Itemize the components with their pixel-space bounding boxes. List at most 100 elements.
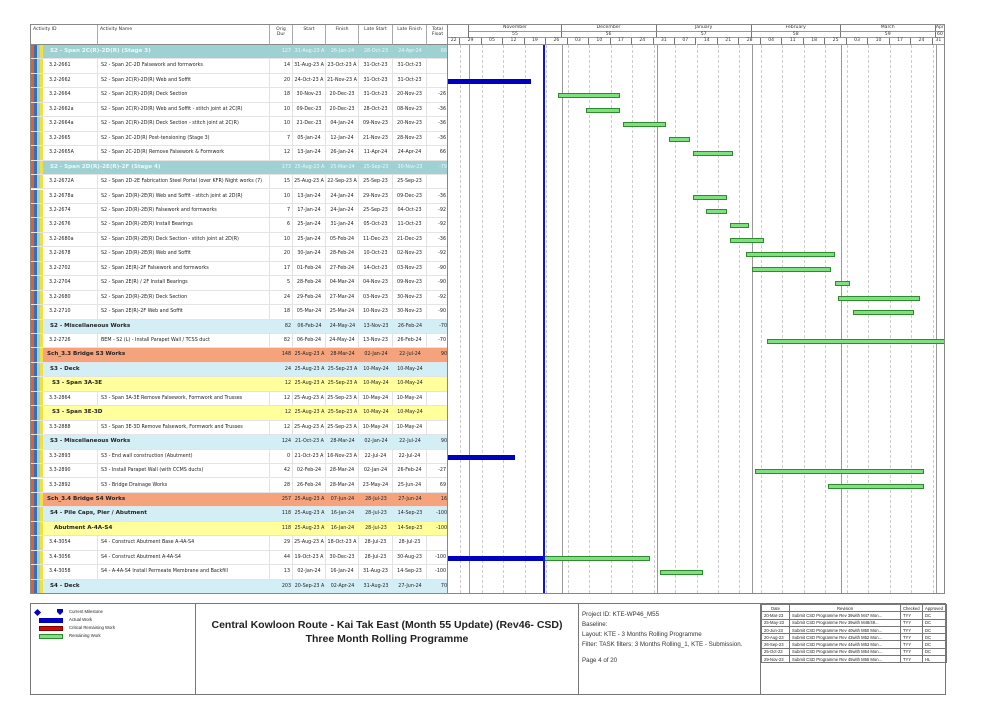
remaining-work-bar[interactable] bbox=[668, 136, 691, 142]
cell-name: S3 - Span 3A-3E bbox=[52, 380, 103, 387]
remaining-work-bar[interactable] bbox=[754, 469, 924, 475]
rev-header-date: Date bbox=[761, 603, 790, 613]
cell-name: S4 - Deck bbox=[50, 582, 80, 589]
table-row[interactable]: 3.2-2664 S2 - Span 2C(R)-2D(R) Deck Secti… bbox=[31, 88, 447, 103]
remaining-work-bar[interactable] bbox=[751, 266, 832, 272]
remaining-work-bar[interactable] bbox=[828, 483, 924, 489]
table-row[interactable]: 3.2-2704 S2 - Span 2E(R) / 2F Install Bea… bbox=[31, 276, 447, 291]
wbs-level-stripe bbox=[34, 464, 37, 478]
col-header-activity-name[interactable]: Activity Name bbox=[98, 25, 270, 45]
wbs-row[interactable]: Sch_3.3 Bridge S3 Works 148 25-Aug-23 A 28-… bbox=[31, 348, 447, 363]
col-header-activity-id[interactable]: Activity ID bbox=[31, 25, 98, 45]
cell-name: S2 - Span 2E(R)-2F Web and Soffit bbox=[98, 305, 270, 319]
remaining-work-bar[interactable] bbox=[659, 570, 703, 576]
cell-dur: 118 bbox=[281, 525, 291, 531]
remaining-work-bar[interactable] bbox=[852, 310, 915, 316]
wbs-level-stripe bbox=[31, 45, 34, 59]
col-header-late-start[interactable]: Late Start bbox=[359, 25, 393, 45]
table-row[interactable]: 3.3-2864 S3 - Span 3A-3E Remove Falsework… bbox=[31, 391, 447, 407]
wbs-row[interactable]: Sch_3.4 Bridge S4 Works 257 25-Aug-23 A 07-… bbox=[31, 492, 447, 508]
remaining-work-bar[interactable] bbox=[586, 107, 620, 113]
remaining-work-bar[interactable] bbox=[705, 208, 728, 214]
table-row[interactable]: 3.2-2678a S2 - Span 2D(R)-2E(R) Web and S… bbox=[31, 189, 447, 204]
remaining-work-bar[interactable] bbox=[730, 223, 749, 229]
wbs-row[interactable]: S3 - Span 3A-3E 12 25-Aug-23 A 25-Sep-23 A 1… bbox=[31, 377, 447, 392]
remaining-work-bar[interactable] bbox=[745, 252, 835, 258]
remaining-work-bar[interactable] bbox=[558, 93, 620, 99]
table-row[interactable]: 3.2-2672A S2 - Span 2D-2E Fabrication Ste… bbox=[31, 175, 447, 190]
cell-finish: 25-Sep-23 A bbox=[327, 381, 358, 387]
remaining-work-bar[interactable] bbox=[543, 555, 651, 561]
table-row[interactable]: 3.2-2726 BEM - S2 (L) - Install Parapet W… bbox=[31, 334, 447, 349]
table-row[interactable]: 3.2-2662a S2 - Span 2C(R)-2D(R) Web and S… bbox=[31, 102, 447, 118]
table-row[interactable]: 3.2-2674 S2 - Span 2D(R)-2E(R) Falsework … bbox=[31, 203, 447, 219]
table-row[interactable]: 3.2-2661 S2 - Span 2C-2D Falsework and fo… bbox=[31, 59, 447, 74]
cell-dur: 18 bbox=[270, 88, 293, 102]
remaining-work-bar[interactable] bbox=[834, 281, 850, 287]
remaining-work-bar[interactable] bbox=[622, 122, 666, 128]
table-row[interactable]: 3.4-3054 S4 - Construct Abutment Base A-4… bbox=[31, 536, 447, 551]
actual-work-bar[interactable] bbox=[448, 78, 531, 84]
remaining-work-bar[interactable] bbox=[730, 237, 764, 243]
table-row[interactable]: 3.2-2662 S2 - Span 2C(R)-2D(R) Web and So… bbox=[31, 73, 447, 89]
table-row[interactable]: 3.3-2893 S3 - End wall construction (Abut… bbox=[31, 449, 447, 465]
wbs-row[interactable]: S2 - Span 2C(R)-2D(R) (Stage 3) 127 31-Aug… bbox=[31, 45, 447, 60]
col-header-total-float[interactable]: Total Float bbox=[427, 25, 447, 45]
revision-checked: TYY bbox=[900, 655, 923, 664]
cell-id: 3.2-2710 bbox=[45, 305, 98, 319]
cell-id: 3.2-2664 bbox=[45, 88, 98, 102]
table-row[interactable]: 3.2-2664a S2 - Span 2C(R)-2D(R) Deck Sect… bbox=[31, 117, 447, 132]
wbs-row[interactable]: S2 - Miscellaneous Works 82 06-Feb-24 24-Ma… bbox=[31, 319, 447, 334]
wbs-level-stripe bbox=[34, 218, 37, 232]
cell-finish: 25-Mar-24 bbox=[330, 164, 355, 170]
wbs-row[interactable]: Abutment A-4A-S4 118 25-Aug-23 A 16-Jan-24 2… bbox=[31, 521, 447, 537]
col-header-finish[interactable]: Finish bbox=[326, 25, 359, 45]
table-row[interactable]: 3.3-2892 S3 - Bridge Drainage Works 28 26-F… bbox=[31, 478, 447, 493]
wbs-row[interactable]: S2 - Span 2D(R)-2E(R)-2F (Stage 4) 173 25-… bbox=[31, 160, 447, 176]
remaining-work-bar[interactable] bbox=[837, 295, 921, 301]
table-row[interactable]: 3.2-2678 S2 - Span 2D(R)-2E(R) Web and So… bbox=[31, 247, 447, 262]
wbs-row[interactable]: S3 - Deck 24 25-Aug-23 A 25-Sep-23 A 10-May-… bbox=[31, 362, 447, 378]
wbs-level-stripe bbox=[34, 406, 37, 420]
table-row[interactable]: 3.2-2680a S2 - Span 2D(R)-2E(R) Deck Sect… bbox=[31, 232, 447, 248]
remaining-work-bar[interactable] bbox=[767, 339, 944, 344]
cell-float: -92 bbox=[427, 204, 447, 217]
wbs-level-stripe bbox=[34, 478, 37, 492]
wbs-row[interactable]: S3 - Miscellaneous Works 124 21-Oct-23 A 28… bbox=[31, 435, 447, 450]
cell-start: 01-Feb-24 bbox=[293, 261, 326, 276]
table-row[interactable]: 3.2-2665 S2 - Span 2C-2D(R) Post-tensioni… bbox=[31, 131, 447, 147]
cell-late-start: 28-Jul-23 bbox=[359, 550, 393, 565]
table-row[interactable]: 3.4-3058 S4 - A-4A-S4 Install Permeate Me… bbox=[31, 565, 447, 580]
cell-late-finish: 14-Sep-23 bbox=[393, 565, 427, 579]
table-row[interactable]: 3.2-2665A S2 - Span 2C-2D(R) Remove False… bbox=[31, 146, 447, 161]
table-row[interactable]: 3.3-2888 S3 - Span 3E-3D Remove Falsework… bbox=[31, 420, 447, 436]
wbs-level-stripe bbox=[37, 305, 40, 319]
cell-name: S2 - Span 2D(R)-2E(R) Deck Section - sti… bbox=[98, 232, 270, 247]
table-row[interactable]: 3.2-2710 S2 - Span 2E(R)-2F Web and Soffi… bbox=[31, 305, 447, 320]
wbs-level-stripe bbox=[40, 189, 43, 203]
timescale-blank bbox=[448, 25, 470, 38]
cell-dur: 10 bbox=[270, 189, 293, 203]
table-row[interactable]: 3.2-2676 S2 - Span 2D(R)-2E(R) Install Be… bbox=[31, 218, 447, 233]
table-row[interactable]: 3.3-2890 S3 - Install Parapet Wall (with … bbox=[31, 464, 447, 479]
col-header-late-finish[interactable]: Late Finish bbox=[393, 25, 427, 45]
table-row[interactable]: 3.2-2680 S2 - Span 2D(R)-2E(R) Deck Secti… bbox=[31, 290, 447, 306]
col-header-start[interactable]: Start bbox=[293, 25, 326, 45]
remaining-work-bar[interactable] bbox=[693, 151, 734, 157]
wbs-level-stripe bbox=[37, 261, 40, 276]
wbs-row[interactable]: S4 - Pile Caps, Pier / Abutment 118 25-Aug… bbox=[31, 507, 447, 522]
wbs-row[interactable]: S4 - Deck 203 20-Sep-23 A 02-Apr-24 31-Aug-2… bbox=[31, 579, 447, 593]
cell-id: 3.3-2864 bbox=[45, 391, 98, 406]
actual-work-bar[interactable] bbox=[448, 454, 516, 460]
table-row[interactable]: 3.2-2702 S2 - Span 2E(R)-2F Falsework and… bbox=[31, 261, 447, 277]
wbs-row[interactable]: S3 - Span 3E-3D 12 25-Aug-23 A 25-Sep-23 A 1… bbox=[31, 406, 447, 421]
cell-finish: 02-Apr-24 bbox=[330, 583, 355, 589]
cell-late-start: 11-Dec-23 bbox=[359, 232, 393, 247]
wbs-level-stripe bbox=[31, 348, 34, 362]
cell-float bbox=[427, 421, 447, 434]
revision-approved: DC bbox=[922, 611, 947, 620]
actual-work-bar[interactable] bbox=[448, 555, 544, 561]
remaining-work-bar[interactable] bbox=[693, 194, 728, 200]
table-row[interactable]: 3.4-3056 S4 - Construct Abutment A-4A-S4 4… bbox=[31, 550, 447, 566]
col-header-orig-dur[interactable]: Orig Dur bbox=[270, 25, 293, 45]
